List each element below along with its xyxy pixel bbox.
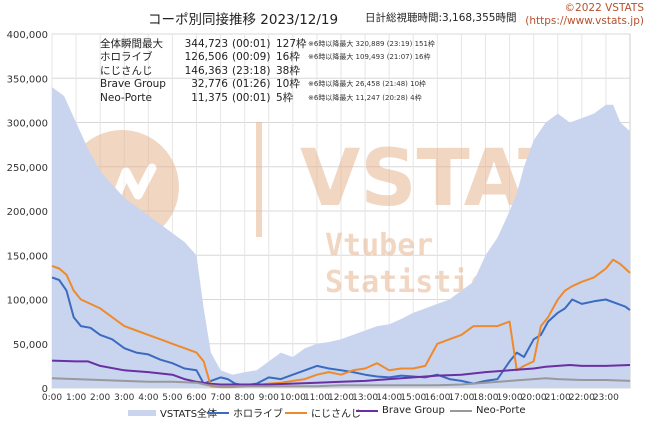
x-tick-label: 5:00 (162, 393, 182, 403)
x-tick-label: 23:00 (593, 393, 619, 403)
series-line-3 (51, 359, 631, 386)
legend-swatch-all (128, 409, 156, 416)
x-tick-label: 7:00 (210, 393, 230, 403)
watermark-line1: Vtuber (325, 228, 433, 263)
x-tick-label: 11:00 (304, 393, 330, 403)
stats-count: 5枠 (276, 91, 294, 104)
stats-table: 全体瞬間最大 344,723 (00:01) 127枠 ※6時以降最大 320,889 … (100, 38, 435, 105)
stats-name: にじさんじ (100, 64, 153, 77)
legend-item-nijisanji: にじさんじ (285, 405, 361, 420)
stats-row: Neo-Porte 11,375 (00:01) 5枠 ※6時以降最大 11,247 (… (100, 92, 435, 105)
series-line-4 (51, 377, 631, 388)
x-tick-label: 15:00 (400, 393, 426, 403)
legend-label-all: VSTATS全体 (160, 409, 218, 420)
stats-count: 38枠 (276, 64, 300, 77)
stats-value: 11,375 (191, 91, 228, 104)
stats-name: ホロライブ (100, 51, 153, 64)
stats-note: ※6時以降最大 26,458 (21:48) 10枠 (308, 80, 427, 89)
stats-note: ※6時以降最大 109,493 (21:07) 16枠 (308, 53, 431, 62)
stats-row: ホロライブ 126,506 (00:09) 16枠 ※6時以降最大 109,493 (2… (100, 51, 435, 64)
y-tick-label: 150,000 (7, 251, 48, 262)
legend-item-neoporte: Neo-Porte (450, 405, 526, 416)
series-line-1 (51, 276, 631, 387)
stats-time: (00:01) (232, 38, 271, 50)
x-tick-label: 12:00 (328, 393, 354, 403)
stats-note: ※6時以降最大 11,247 (20:28) 4枠 (308, 93, 422, 102)
y-tick-label: 350,000 (7, 74, 48, 85)
y-tick-label: 50,000 (13, 340, 48, 351)
credit-url: (https://www.vstats.jp) (525, 15, 644, 27)
x-tick-label: 3:00 (114, 393, 134, 403)
stats-name: Neo-Porte (100, 91, 152, 104)
stats-name: 全体瞬間最大 (100, 38, 163, 50)
x-tick-label: 14:00 (376, 393, 402, 403)
stats-value: 146,363 (184, 64, 228, 77)
y-tick-label: 100,000 (7, 296, 48, 307)
stats-row: 全体瞬間最大 344,723 (00:01) 127枠 ※6時以降最大 320,889 … (100, 38, 435, 51)
total-watch-time: 日計総視聴時間:3,168,355時間 (365, 12, 517, 24)
x-tick-label: 21:00 (545, 393, 571, 403)
stats-row: にじさんじ 146,363 (23:18) 38枠 (100, 65, 435, 78)
stats-time: (00:09) (232, 51, 271, 64)
y-tick-label: 200,000 (7, 207, 48, 218)
y-tick-label: 400,000 (7, 30, 48, 41)
stats-value: 32,776 (191, 78, 228, 91)
legend-item-hololive: ホロライブ (207, 405, 283, 420)
stats-name: Brave Group (100, 78, 166, 91)
chart-title: コーポ別同接推移 2023/12/19 (148, 12, 339, 28)
credit: ©2022 VSTATS (https://www.vstats.jp) (525, 2, 644, 28)
series-line-2 (51, 258, 631, 389)
credit-copyright: ©2022 VSTATS (564, 2, 644, 14)
stats-count: 16枠 (276, 51, 300, 64)
y-tick-label: 0 (42, 384, 48, 395)
legend-swatch-brave (356, 409, 378, 412)
x-tick-label: 2:00 (90, 393, 110, 403)
stats-count: 10枠 (276, 78, 300, 91)
x-tick-label: 16:00 (424, 393, 450, 403)
watermark-bar (256, 122, 262, 237)
legend-swatch-neoporte (450, 409, 472, 412)
y-tick-label: 300,000 (7, 119, 48, 130)
x-tick-label: 20:00 (521, 393, 547, 403)
x-tick-label: 8:00 (235, 393, 255, 403)
legend-label-hololive: ホロライブ (233, 409, 283, 420)
x-axis: 0:00 1:00 2:00 3:00 4:00 5:00 6:00 7:00 8:00 9:00… (42, 393, 619, 403)
y-tick-label: 250,000 (7, 163, 48, 174)
legend-label-nijisanji: にじさんじ (311, 409, 361, 420)
x-tick-label: 18:00 (473, 393, 499, 403)
legend-swatch-nijisanji (285, 411, 307, 414)
x-tick-label: 4:00 (138, 393, 158, 403)
stats-value: 344,723 (184, 38, 228, 50)
stats-note: ※6時以降最大 320,889 (23:19) 151枠 (308, 40, 435, 48)
stats-time: (23:18) (232, 64, 271, 77)
stats-count: 127枠 (276, 38, 307, 50)
x-tick-label: 10:00 (280, 393, 306, 403)
stats-time: (00:01) (232, 91, 271, 104)
legend-item-brave: Brave Group (356, 405, 445, 416)
x-tick-label: 19:00 (497, 393, 523, 403)
x-tick-label: 13:00 (352, 393, 378, 403)
x-tick-label: 0:00 (42, 393, 62, 403)
legend-label-neoporte: Neo-Porte (476, 405, 526, 416)
legend-label-brave: Brave Group (382, 405, 445, 416)
legend-swatch-hololive (207, 411, 229, 414)
stats-time: (01:26) (232, 78, 271, 91)
x-tick-label: 6:00 (186, 393, 206, 403)
series-layer (51, 87, 631, 389)
x-tick-label: 1:00 (66, 393, 86, 403)
stats-row: Brave Group 32,776 (01:26) 10枠 ※6時以降最大 26,45… (100, 78, 435, 91)
legend-item-all: VSTATS全体 (128, 405, 217, 420)
x-tick-label: 9:00 (259, 393, 279, 403)
x-tick-label: 17:00 (448, 393, 474, 403)
stats-value: 126,506 (184, 51, 228, 64)
y-axis: 0 50,000 100,000 150,000 200,000 250,000 300,0… (7, 30, 48, 395)
series-area-all (52, 87, 630, 388)
x-tick-label: 22:00 (569, 393, 595, 403)
